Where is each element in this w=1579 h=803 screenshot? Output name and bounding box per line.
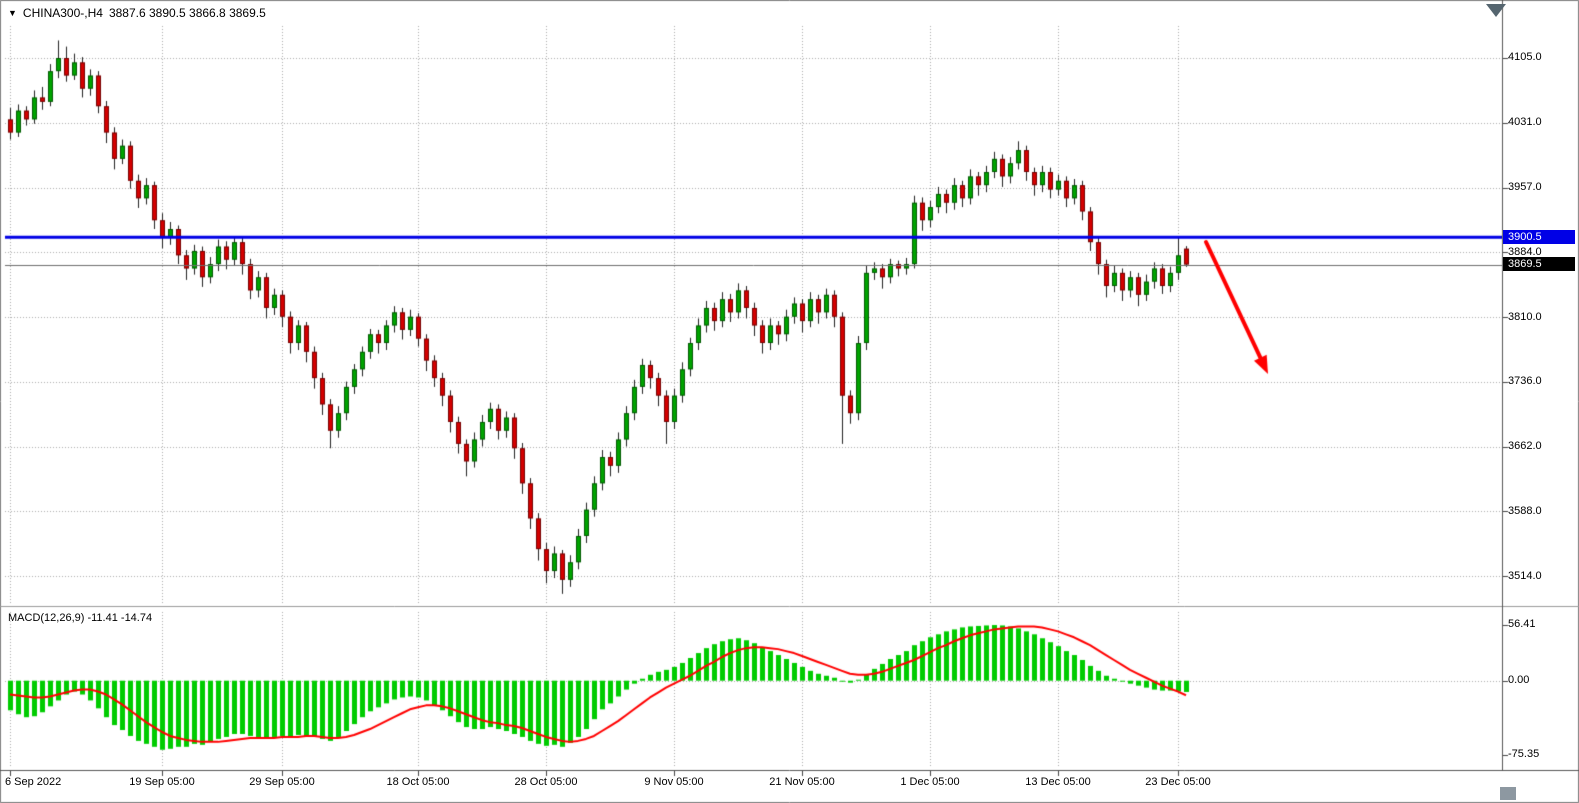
panel-corner-box	[1500, 787, 1516, 800]
time-axis-label: 6 Sep 2022	[5, 776, 62, 788]
time-axis-label: 28 Oct 05:00	[514, 776, 578, 788]
ohlc-values-label: 3887.6 3890.5 3866.8 3869.5	[108, 6, 266, 20]
time-axis-label: 19 Sep 05:00	[129, 776, 195, 788]
time-axis-label: 23 Dec 05:00	[1145, 776, 1211, 788]
macd-indicator-label: MACD(12,26,9) -11.41 -14.74	[8, 612, 153, 624]
hline-price-tag: 3900.5	[1503, 230, 1575, 244]
macd-axis-label: -75.35	[1508, 748, 1540, 760]
price-axis-label: 3662.0	[1508, 440, 1542, 452]
price-axis-label: 3810.0	[1508, 311, 1542, 323]
time-axis-label: 13 Dec 05:00	[1025, 776, 1091, 788]
macd-axis-label: 0.00	[1508, 674, 1530, 686]
price-axis-label: 3514.0	[1508, 570, 1542, 582]
price-axis-label: 4031.0	[1508, 116, 1542, 128]
time-axis-label: 29 Sep 05:00	[249, 776, 315, 788]
chart-symbol-title: ▼ CHINA300-,H4 3887.6 3890.5 3866.8 3869…	[8, 6, 266, 20]
time-axis-label: 21 Nov 05:00	[769, 776, 835, 788]
price-axis-label: 3736.0	[1508, 375, 1542, 387]
price-axis-label: 3884.0	[1508, 246, 1542, 258]
price-axis-label: 4105.0	[1508, 51, 1542, 63]
time-axis-label: 18 Oct 05:00	[386, 776, 450, 788]
time-axis-label: 1 Dec 05:00	[900, 776, 960, 788]
chart-shift-marker-icon[interactable]	[1486, 4, 1506, 17]
price-axis-label: 3588.0	[1508, 505, 1542, 517]
bid-price-tag: 3869.5	[1503, 257, 1575, 271]
macd-axis-label: 56.41	[1508, 618, 1536, 630]
price-axis-label: 3957.0	[1508, 181, 1542, 193]
symbol-marker-icon: ▼	[8, 8, 17, 18]
time-axis-label: 9 Nov 05:00	[644, 776, 704, 788]
symbol-period-label: CHINA300-,H4	[22, 6, 103, 20]
